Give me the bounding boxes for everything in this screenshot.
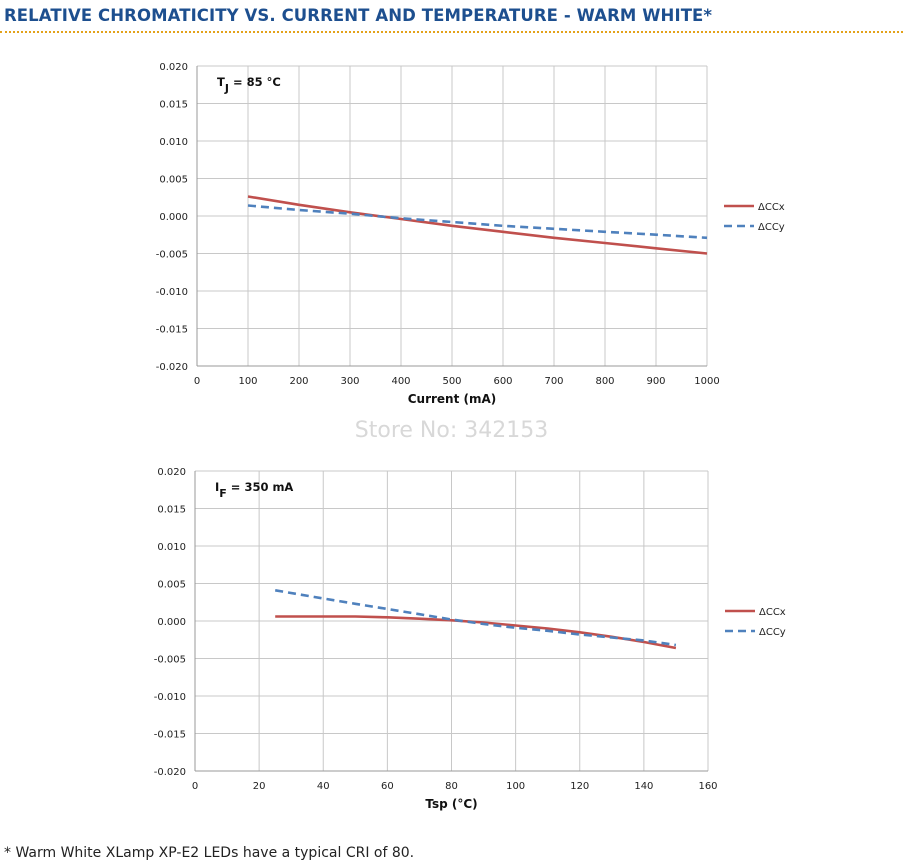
- x-tick-label: 20: [253, 781, 266, 792]
- chart-chromaticity-vs-current: -0.020 -0.015 -0.010 -0.005 0.000 0.005 0.010 0…: [0, 50, 903, 410]
- x-tick-label: 0: [192, 781, 198, 792]
- x-tick-label: 160: [698, 781, 717, 792]
- x-tick-label: 80: [445, 781, 458, 792]
- y-tick-label: 0.015: [159, 100, 188, 111]
- y-tick-label: 0.000: [159, 212, 188, 223]
- y-tick-label: -0.010: [154, 692, 186, 703]
- series-ccy-line: [274, 589, 677, 647]
- title-divider: [0, 31, 903, 33]
- chart-chromaticity-vs-temperature: -0.020 -0.015 -0.010 -0.005 0.000 0.005 0.010 0…: [0, 455, 903, 820]
- x-axis-title: Tsp (°C): [425, 797, 477, 811]
- x-tick-label: 100: [238, 376, 257, 387]
- cri-footnote: * Warm White XLamp XP-E2 LEDs have a typ…: [4, 845, 415, 861]
- x-tick-label: 1000: [694, 376, 719, 387]
- y-tick-label: 0.020: [157, 467, 186, 478]
- legend-label: ΔCCx: [759, 607, 786, 618]
- series-ccy-line: [247, 204, 708, 240]
- x-tick-label: 0: [194, 376, 200, 387]
- condition-annotation: TJ = 85 °C: [217, 75, 281, 95]
- x-tick-label: 100: [506, 781, 525, 792]
- y-tick-label: 0.010: [159, 137, 188, 148]
- legend-label: ΔCCy: [758, 222, 785, 233]
- chart-svg-temperature: -0.020 -0.015 -0.010 -0.005 0.000 0.005 0.010 0…: [154, 467, 786, 811]
- x-tick-label: 40: [317, 781, 330, 792]
- y-tick-label: 0.020: [159, 62, 188, 73]
- legend-label: ΔCCx: [758, 202, 785, 213]
- x-tick-label: 800: [595, 376, 614, 387]
- y-tick-label: -0.005: [154, 655, 186, 666]
- series-ccx-line: [247, 195, 708, 255]
- y-tick-label: -0.015: [156, 325, 188, 336]
- y-tick-label: 0.005: [157, 580, 186, 591]
- page-title: RELATIVE CHROMATICITY VS. CURRENT AND TE…: [4, 6, 713, 25]
- x-tick-label: 700: [544, 376, 563, 387]
- x-tick-label: 600: [493, 376, 512, 387]
- x-tick-label: 300: [340, 376, 359, 387]
- y-tick-label: 0.005: [159, 175, 188, 186]
- store-watermark: Store No: 342153: [354, 418, 549, 443]
- x-tick-label: 120: [570, 781, 589, 792]
- x-tick-label: 900: [646, 376, 665, 387]
- y-tick-label: -0.020: [154, 767, 186, 778]
- legend-label: ΔCCy: [759, 627, 786, 638]
- x-tick-label: 200: [289, 376, 308, 387]
- x-tick-label: 500: [442, 376, 461, 387]
- x-axis-title: Current (mA): [408, 392, 497, 406]
- chart-svg-current: -0.020 -0.015 -0.010 -0.005 0.000 0.005 0.010 0…: [156, 62, 785, 406]
- y-tick-label: -0.010: [156, 287, 188, 298]
- y-tick-label: 0.015: [157, 505, 186, 516]
- y-tick-label: -0.015: [154, 730, 186, 741]
- x-tick-label: 140: [634, 781, 653, 792]
- y-tick-label: -0.020: [156, 362, 188, 373]
- condition-annotation: IF = 350 mA: [215, 480, 293, 500]
- y-tick-label: 0.000: [157, 617, 186, 628]
- y-tick-label: -0.005: [156, 250, 188, 261]
- x-tick-label: 400: [391, 376, 410, 387]
- x-tick-label: 60: [381, 781, 394, 792]
- y-tick-label: 0.010: [157, 542, 186, 553]
